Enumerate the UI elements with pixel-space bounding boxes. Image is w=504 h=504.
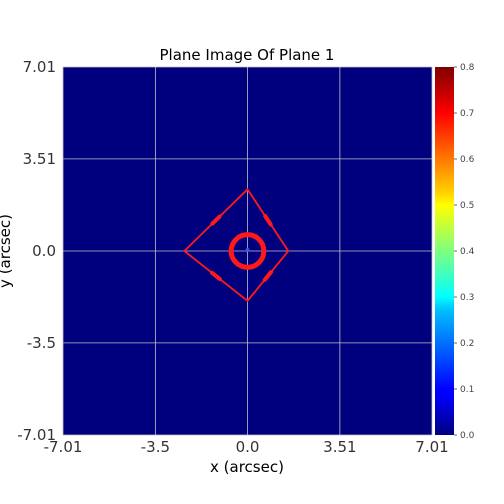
caustic-segment-mark bbox=[210, 214, 222, 226]
colorbar-tick-label: 0.5 bbox=[460, 201, 474, 211]
y-axis-label: y (arcsec) bbox=[0, 214, 14, 288]
colorbar-tick-label: 0.2 bbox=[460, 339, 474, 349]
caustic-segment-mark bbox=[262, 270, 274, 282]
y-tick-label: 3.51 bbox=[23, 150, 56, 168]
colorbar-tick-label: 0.0 bbox=[460, 431, 475, 441]
caustic-segment-mark bbox=[209, 270, 222, 282]
colorbar-tick-label: 0.7 bbox=[460, 109, 474, 119]
colorbar-tick-label: 0.8 bbox=[460, 63, 475, 73]
x-axis-ticks: -7.01 -3.5 0.0 3.51 7.01 bbox=[44, 438, 449, 456]
outer-caustic bbox=[182, 187, 290, 303]
caustic-curves bbox=[182, 187, 290, 303]
y-tick-label: -3.5 bbox=[27, 334, 56, 352]
y-tick-label: -7.01 bbox=[17, 426, 56, 444]
colorbar-ticks: 0.0 0.1 0.2 0.3 0.4 0.5 0.6 0.7 0.8 bbox=[454, 63, 475, 441]
y-tick-label: 0.0 bbox=[32, 242, 56, 260]
y-tick-label: 7.01 bbox=[23, 58, 56, 76]
x-axis-label: x (arcsec) bbox=[210, 458, 284, 476]
x-tick-label: 0.0 bbox=[236, 438, 260, 456]
x-tick-label: 3.51 bbox=[323, 438, 356, 456]
chart-title: Plane Image Of Plane 1 bbox=[160, 46, 335, 64]
colorbar-tick-label: 0.6 bbox=[460, 155, 475, 165]
y-axis-ticks: 7.01 3.51 0.0 -3.5 -7.01 bbox=[17, 58, 56, 444]
colorbar-tick-label: 0.3 bbox=[460, 293, 474, 303]
colorbar-tick-label: 0.1 bbox=[460, 385, 474, 395]
x-tick-label: 7.01 bbox=[415, 438, 448, 456]
central-bright-spot bbox=[245, 247, 250, 252]
x-tick-label: -7.01 bbox=[44, 438, 83, 456]
inner-critical-curve bbox=[228, 232, 267, 270]
colorbar bbox=[435, 67, 454, 435]
caustic-segment-mark bbox=[263, 213, 273, 227]
x-tick-label: -3.5 bbox=[141, 438, 170, 456]
colorbar-tick-label: 0.4 bbox=[460, 247, 475, 257]
